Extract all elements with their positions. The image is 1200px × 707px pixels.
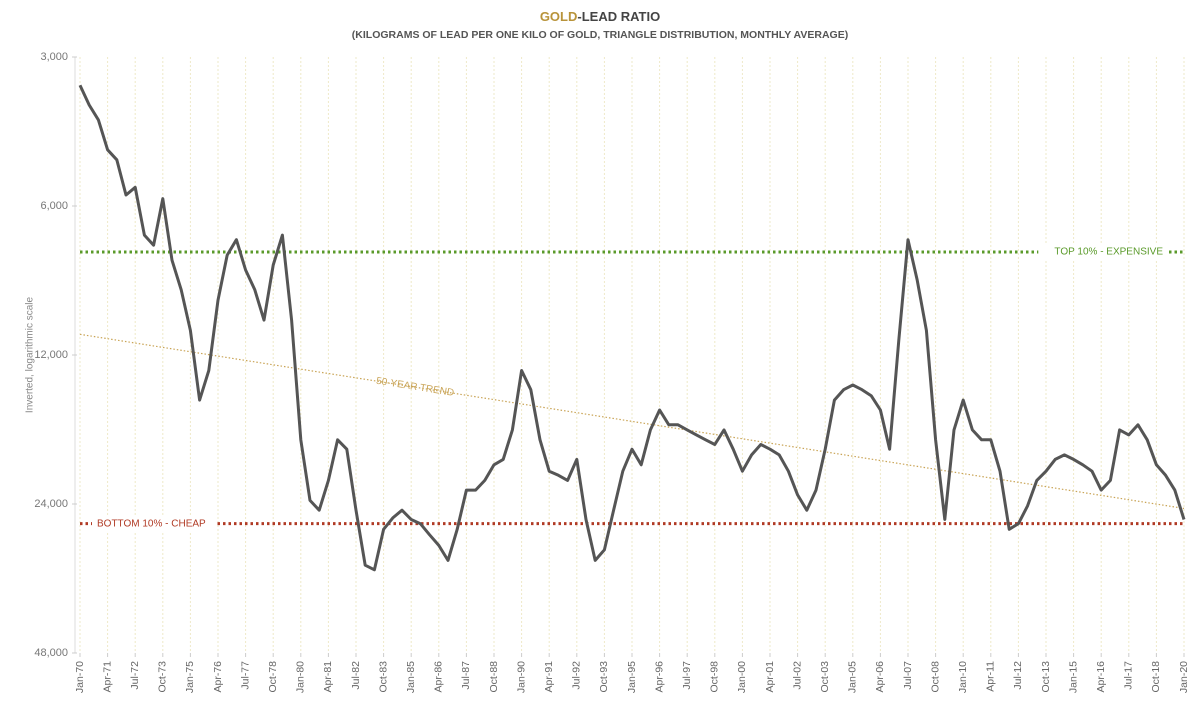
y-axis-label: Inverted, logarithmic scale	[25, 296, 36, 413]
x-tick-label: Jan-00	[736, 661, 748, 693]
x-tick-label: Jan-75	[184, 661, 196, 693]
x-tick-label: Jul-82	[350, 661, 362, 690]
reference-label: BOTTOM 10% - CHEAP	[97, 518, 206, 529]
x-tick-label: Jan-85	[405, 661, 417, 693]
x-tick-label: Oct-98	[709, 661, 721, 693]
x-tick-label: Apr-16	[1095, 661, 1107, 693]
x-tick-label: Jul-02	[791, 661, 803, 690]
x-tick-label: Jan-10	[957, 661, 969, 693]
x-tick-label: Oct-13	[1040, 661, 1052, 693]
reference-label: TOP 10% - EXPENSIVE	[1054, 247, 1163, 258]
y-tick-label: 3,000	[40, 51, 68, 63]
chart-title: GOLD-LEAD RATIO	[540, 9, 660, 24]
x-tick-label: Jan-70	[74, 661, 86, 693]
x-tick-label: Jul-17	[1123, 661, 1135, 690]
x-tick-label: Apr-76	[212, 661, 224, 693]
y-tick-label: 48,000	[34, 647, 68, 659]
x-tick-label: Oct-93	[598, 661, 610, 693]
x-tick-label: Oct-73	[157, 661, 169, 693]
x-tick-label: Apr-71	[101, 661, 113, 693]
x-tick-label: Jul-12	[1012, 661, 1024, 690]
title-part: -LEAD RATIO	[577, 9, 660, 24]
x-tick-label: Apr-01	[764, 661, 776, 693]
x-tick-label: Jan-90	[515, 661, 527, 693]
x-tick-label: Jul-97	[681, 661, 693, 690]
title-part: GOLD	[540, 9, 578, 24]
x-tick-label: Apr-96	[653, 661, 665, 693]
x-tick-label: Jan-15	[1067, 661, 1079, 693]
y-tick-label: 12,000	[34, 349, 68, 361]
x-tick-label: Oct-78	[267, 661, 279, 693]
chart-subtitle: (KILOGRAMS OF LEAD PER ONE KILO OF GOLD,…	[352, 29, 848, 41]
x-tick-label: Jan-80	[295, 661, 307, 693]
y-tick-label: 6,000	[40, 200, 68, 212]
x-tick-label: Oct-08	[929, 661, 941, 693]
x-tick-label: Jul-07	[902, 661, 914, 690]
y-tick-label: 24,000	[34, 498, 68, 510]
x-tick-label: Oct-83	[377, 661, 389, 693]
x-tick-label: Jul-87	[460, 661, 472, 690]
x-tick-label: Apr-06	[874, 661, 886, 693]
reference-label-bg	[1038, 243, 1168, 260]
x-tick-label: Jan-20	[1178, 661, 1190, 693]
x-tick-label: Apr-81	[322, 661, 334, 693]
x-tick-label: Jul-72	[129, 661, 141, 690]
reference-label-bg	[92, 515, 216, 532]
x-tick-label: Oct-88	[488, 661, 500, 693]
x-tick-label: Apr-86	[433, 661, 445, 693]
x-tick-label: Jul-92	[571, 661, 583, 690]
series-line	[78, 84, 1186, 572]
x-tick-label: Jul-77	[239, 661, 251, 690]
x-tick-label: Oct-18	[1150, 661, 1162, 693]
x-tick-label: Jan-05	[847, 661, 859, 693]
x-tick-label: Apr-11	[985, 661, 997, 692]
x-tick-label: Apr-91	[543, 661, 555, 693]
x-tick-label: Oct-03	[819, 661, 831, 693]
x-tick-label: Jan-95	[626, 661, 638, 693]
